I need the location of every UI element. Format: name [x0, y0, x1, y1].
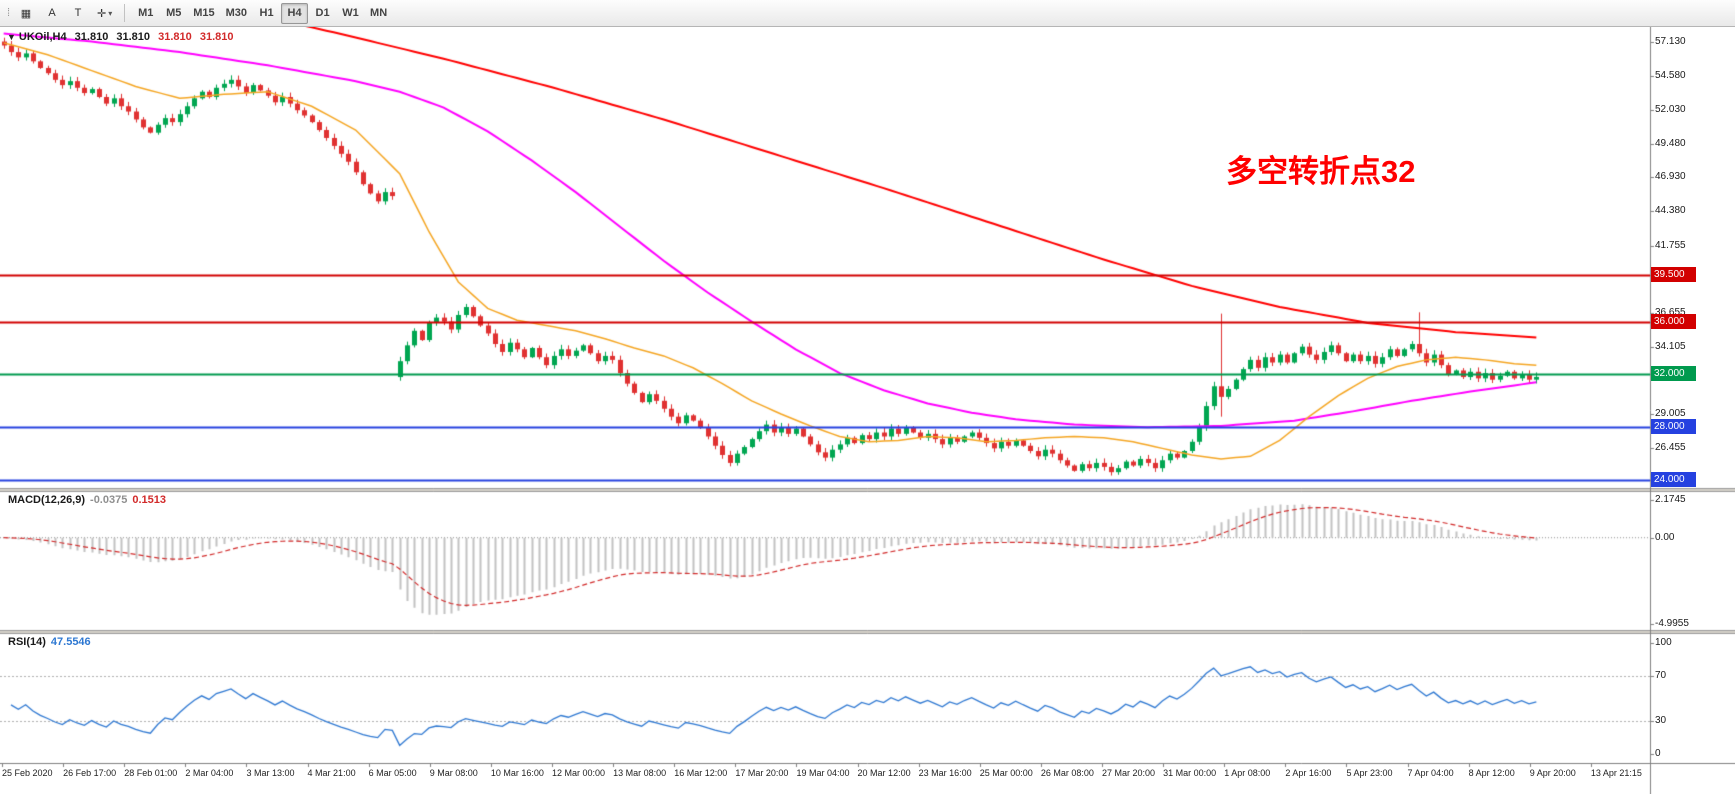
timeframe-button-h4[interactable]: H4	[281, 2, 309, 24]
chart-grid-icon-button[interactable]: ▦	[14, 3, 38, 24]
price-chart-canvas[interactable]	[0, 27, 1735, 794]
crosshair-tool-button[interactable]: ✛ ▾	[92, 3, 117, 24]
timeframe-button-h1[interactable]: H1	[253, 3, 280, 24]
timeframe-button-mn[interactable]: MN	[365, 3, 392, 24]
toolbar-drag-handle[interactable]: ⁞	[6, 7, 10, 19]
timeframe-button-m5[interactable]: M5	[160, 3, 187, 24]
timeframe-button-m30[interactable]: M30	[221, 3, 252, 24]
crosshair-icon: ✛	[97, 7, 107, 20]
toolbar-separator	[124, 4, 126, 22]
cursor-tool-button[interactable]: A	[40, 3, 64, 24]
timeframe-button-m15[interactable]: M15	[188, 3, 219, 24]
timeframe-button-group: M1 M5 M15 M30 H1 H4 D1 W1 MN	[132, 2, 392, 24]
timeframe-button-w1[interactable]: W1	[337, 3, 364, 24]
chevron-down-icon: ▾	[108, 8, 113, 18]
text-tool-button[interactable]: T	[66, 3, 90, 24]
toolbar: ⁞ ▦ A T ✛ ▾ M1 M5 M15 M30 H1 H4 D1 W1 MN	[0, 0, 1735, 27]
timeframe-button-d1[interactable]: D1	[309, 3, 336, 24]
timeframe-button-m1[interactable]: M1	[132, 3, 159, 24]
